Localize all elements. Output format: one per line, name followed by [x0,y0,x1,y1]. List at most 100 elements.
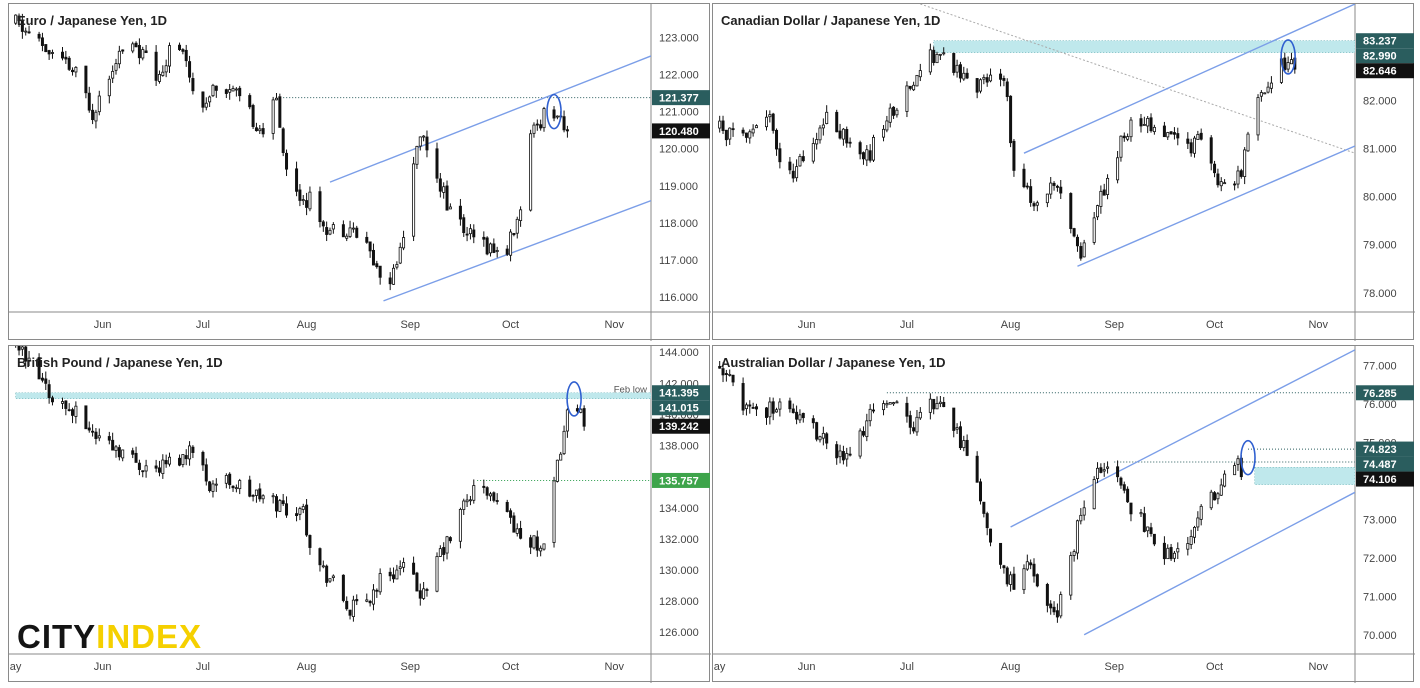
candle-body [17,346,21,351]
chart-panel-cadjpy: 83.00082.00081.00080.00079.00078.000JunJ… [712,3,1415,341]
candle-body [821,432,825,439]
candle-body [1079,246,1083,259]
candle-body [378,265,382,278]
candle-body [378,573,382,593]
candle-body [435,556,439,592]
candle-body [348,227,352,237]
candle-body [1096,205,1100,218]
candle-body [1055,185,1059,188]
price-label-box [652,472,710,488]
candle-body [184,49,188,62]
x-tick-label: Aug [1001,319,1021,331]
candle-body [582,408,586,427]
price-label-box [1356,471,1414,487]
candle-body [1142,513,1146,532]
candle-body [348,609,352,616]
candle-body [938,53,942,56]
candle-body [1119,477,1123,486]
chart-panel-eurjpy: 123.000 122.000 121.000 120.000 119.000 118.0… [8,3,711,341]
candle-body [768,114,772,118]
candle-body [989,74,993,82]
candle-body [848,453,852,456]
candle-body [137,44,141,59]
candle-body [91,430,95,433]
candle-body [848,141,852,144]
candle-body [938,401,942,404]
candle-body [1022,568,1026,591]
candle-body [892,106,896,116]
candle-body [468,499,472,502]
candle-body [798,414,802,421]
candle-body [1072,551,1076,556]
x-tick-label: Nov [1308,319,1328,331]
candle-body [795,411,799,420]
candle-body [811,143,815,162]
candle-body [912,84,916,91]
plot-area [15,346,651,622]
candle-body [111,439,115,451]
candle-body [305,504,309,536]
candle-body [932,49,936,63]
candle-body [1045,583,1049,606]
candle-body [728,127,732,140]
candle-body [775,409,779,413]
candle-body [261,128,265,135]
candle-body [181,49,185,52]
candle-body [278,500,282,512]
candle-body [1139,118,1143,127]
candle-body [535,536,539,551]
candle-body [1102,469,1106,472]
candle-body [425,136,429,151]
candle-body [1096,467,1100,479]
candle-body [44,44,48,53]
candle-body [778,401,782,410]
candle-body [20,19,24,32]
candle-body [778,148,782,163]
candle-body [1049,603,1053,609]
candle-body [912,427,916,432]
candle-body [251,494,255,497]
candle-body [1152,126,1156,133]
candle-body [50,52,54,54]
candle-body [542,543,546,550]
candle-body [325,565,329,583]
candle-body [1029,562,1033,566]
price-label-text: 82.990 [1363,51,1397,63]
x-tick-label: Sep [1104,319,1124,331]
x-tick-label: Jul [900,661,914,673]
candle-body [134,452,138,463]
channel-line [383,200,651,302]
candle-body [1035,574,1039,587]
candle-body [1022,168,1026,188]
y-tick-label: 144.000 [659,347,699,359]
x-tick-label: Oct [1206,319,1223,331]
channel-line [1083,491,1355,636]
candle-body [40,377,44,381]
candle-body [815,422,819,440]
candle-body [519,528,523,539]
candle-body [1196,517,1200,528]
candle-body [858,430,862,457]
candle-body [1052,182,1056,186]
candle-body [748,404,752,407]
candle-body [1012,573,1016,590]
candle-body [952,53,956,73]
candle-body [771,113,775,131]
candle-body [955,64,959,73]
candle-body [1099,467,1103,473]
candle-body [942,402,946,408]
candle-body [458,205,462,220]
chart-panel-gbpjpy: Feb low144.000142.000140.000138.000136.0… [8,345,711,683]
candle-body [529,133,533,211]
candle-body [84,65,88,94]
candle-body [94,111,98,122]
candle-body [495,250,499,253]
candle-body [201,451,205,466]
candle-body [965,439,969,456]
candle-body [61,51,65,59]
candle-body [485,487,489,496]
candle-body [137,462,141,470]
candle-body [154,465,158,469]
candle-body [731,128,735,131]
candle-body [462,217,466,234]
